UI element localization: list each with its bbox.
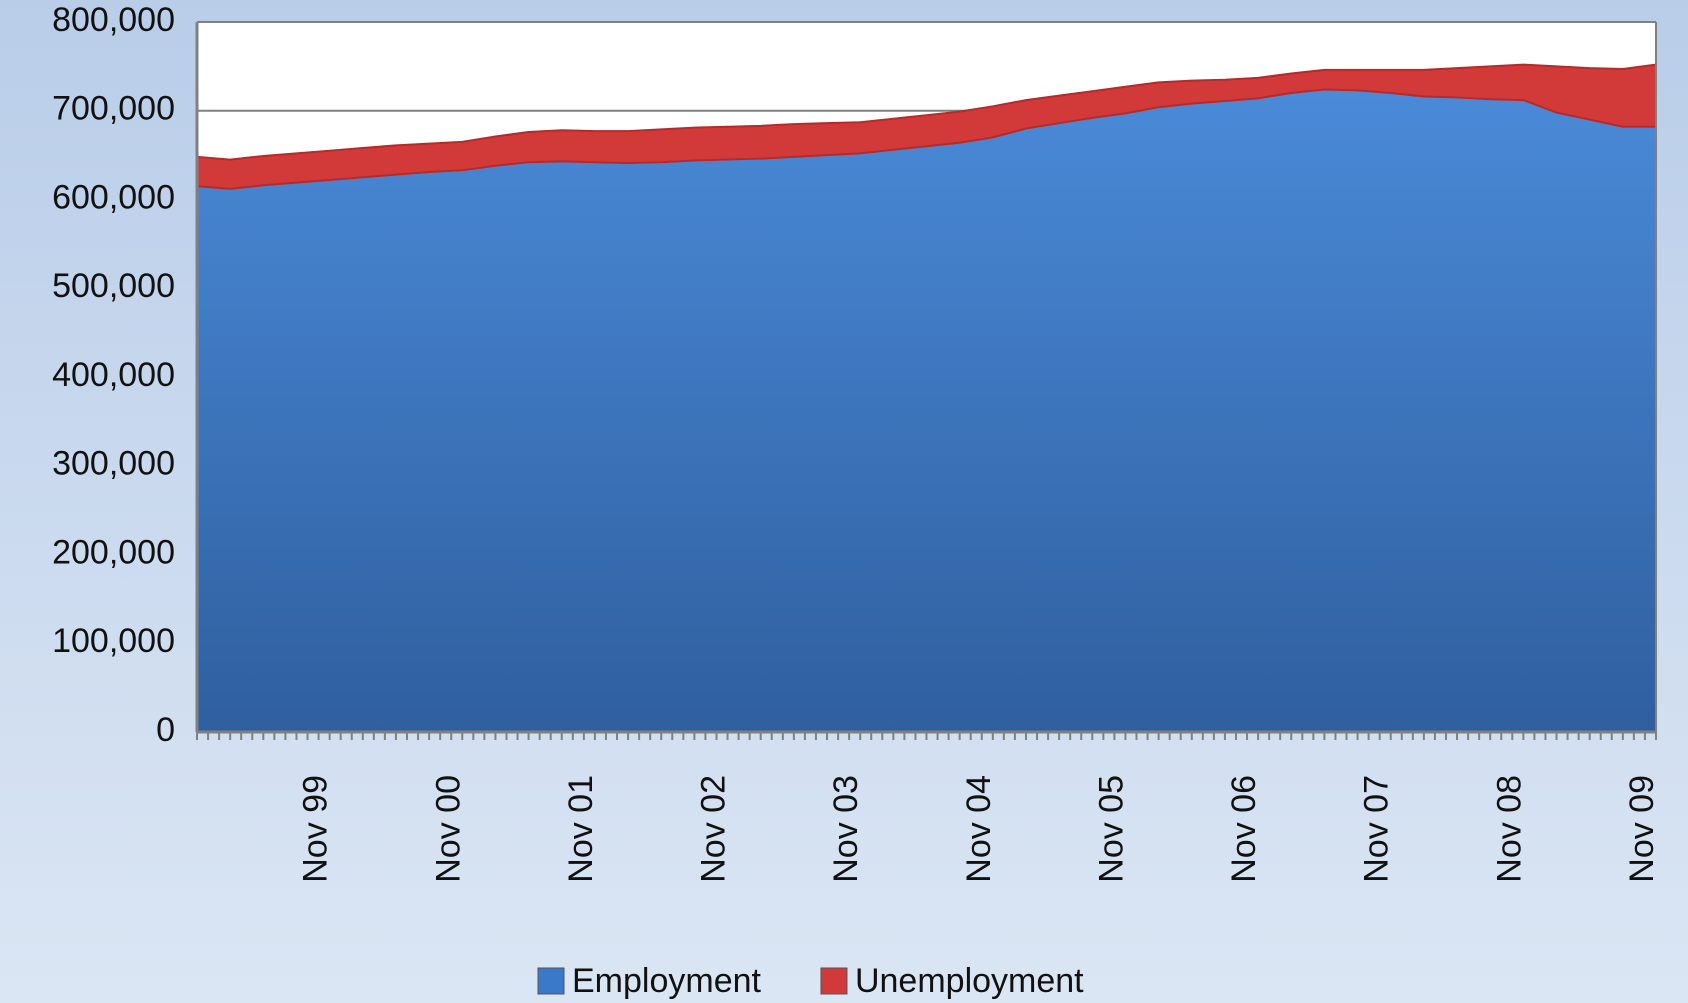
y-tick-label: 400,000 bbox=[52, 356, 175, 394]
y-tick-label: 300,000 bbox=[52, 445, 175, 483]
y-tick-label: 800,000 bbox=[52, 1, 175, 39]
y-tick-label: 200,000 bbox=[52, 533, 175, 571]
x-tick-label: Nov 00 bbox=[429, 775, 467, 883]
x-tick-label: Nov 05 bbox=[1092, 775, 1130, 883]
legend-label: Employment bbox=[572, 962, 762, 1000]
x-tick-label: Nov 09 bbox=[1623, 775, 1661, 883]
legend-swatch bbox=[820, 967, 848, 995]
x-tick-label: Nov 04 bbox=[960, 775, 998, 883]
x-tick-label: Nov 02 bbox=[695, 775, 733, 883]
legend-swatch bbox=[537, 967, 565, 995]
y-tick-label: 100,000 bbox=[52, 622, 175, 660]
y-tick-label: 700,000 bbox=[52, 90, 175, 128]
x-tick-label: Nov 03 bbox=[827, 775, 865, 883]
x-tick-label: Nov 01 bbox=[562, 775, 600, 883]
plot: 0 100,000 200,000 300,000 400,000 500,000 600,… bbox=[52, 1, 1661, 1000]
x-tick-label: Nov 07 bbox=[1358, 775, 1396, 883]
y-tick-label: 500,000 bbox=[52, 267, 175, 305]
x-tick-label: Nov 99 bbox=[297, 775, 335, 883]
y-tick-label: 0 bbox=[156, 711, 175, 749]
y-tick-label: 600,000 bbox=[52, 178, 175, 216]
x-tick-label: Nov 06 bbox=[1225, 775, 1263, 883]
x-tick-label: Nov 08 bbox=[1490, 775, 1528, 883]
area bbox=[196, 88, 1657, 733]
legend-label: Unemployment bbox=[855, 962, 1084, 1000]
